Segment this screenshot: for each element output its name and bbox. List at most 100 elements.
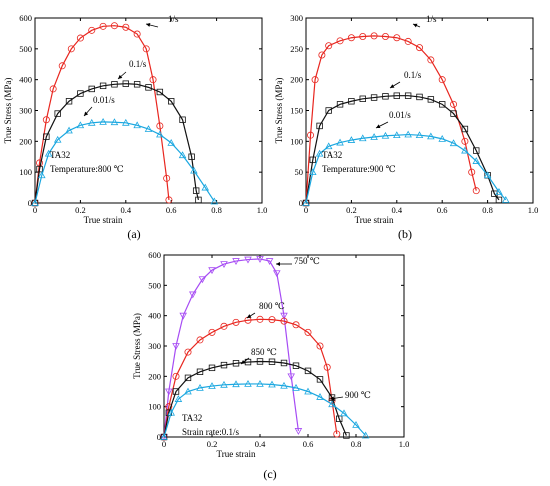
x-tick-label: 0.8 — [482, 205, 493, 215]
data-point — [165, 196, 173, 204]
y-tick-label: 50 — [295, 167, 304, 177]
series-line — [163, 318, 338, 438]
data-point — [256, 358, 264, 365]
data-point — [232, 258, 240, 265]
data-point — [450, 100, 458, 108]
x-tick-label: 0 — [33, 205, 37, 215]
data-point — [393, 131, 401, 139]
panel-label: (a) — [127, 227, 140, 241]
panel-a: 0 0.2 0.4 0.6 0.8 1.0 0 100 200 300 400 500 600 True … — [3, 13, 267, 241]
data-point — [404, 37, 412, 45]
data-point — [156, 88, 164, 96]
series-line — [305, 95, 500, 204]
data-point — [495, 187, 503, 195]
arrow-head — [276, 262, 280, 266]
data-point — [307, 131, 315, 139]
y-tick-label: 150 — [290, 106, 303, 116]
data-point — [449, 139, 458, 147]
y-tick-label: 300 — [19, 106, 32, 116]
y-axis-title: True Stress (MPa) — [274, 78, 284, 144]
arrow-head — [241, 360, 246, 364]
data-point — [53, 135, 62, 143]
series-0 — [31, 22, 173, 207]
data-point — [49, 85, 57, 93]
series-line — [305, 35, 477, 204]
data-point — [184, 387, 192, 395]
data-point — [133, 81, 141, 88]
plot-frame — [34, 17, 263, 204]
series-label: 1/s — [426, 14, 437, 24]
data-point — [179, 116, 186, 123]
data-point — [438, 134, 446, 142]
data-point — [333, 430, 341, 438]
arrow-head — [390, 84, 395, 88]
series-line — [34, 121, 215, 204]
data-point — [167, 408, 175, 416]
series-1 — [31, 80, 202, 207]
data-point — [210, 197, 219, 205]
panel-b: 0 0.2 0.4 0.6 0.8 1.0 0 50 100 150 200 250 300 True s… — [274, 13, 538, 241]
data-point — [142, 45, 150, 53]
y-tick-label: 100 — [290, 136, 303, 146]
data-point — [178, 151, 187, 159]
data-point — [472, 187, 480, 195]
x-tick-label: 0.6 — [166, 205, 177, 215]
data-point — [468, 168, 476, 176]
y-tick-label: 500 — [148, 280, 161, 290]
series-label: 800 ℃ — [259, 301, 285, 311]
x-axis-title: True strain — [84, 215, 123, 225]
series-3 — [160, 379, 370, 440]
y-tick-label: 0 — [28, 198, 32, 208]
data-point — [347, 34, 355, 42]
data-point — [122, 118, 130, 126]
data-point — [404, 130, 412, 138]
data-point — [192, 187, 200, 194]
data-point — [294, 428, 303, 435]
y-tick-label: 400 — [19, 75, 32, 85]
data-point — [88, 85, 95, 93]
data-point — [370, 133, 378, 140]
data-point — [393, 92, 400, 99]
x-tick-label: 0.6 — [303, 439, 314, 449]
data-point — [359, 33, 367, 41]
data-point — [42, 116, 50, 124]
data-point — [145, 84, 152, 91]
data-point — [232, 318, 240, 326]
series-line — [34, 83, 200, 204]
data-point — [65, 126, 73, 134]
data-point — [256, 315, 264, 323]
annotation: TA32 — [182, 413, 202, 423]
data-point — [280, 359, 288, 367]
series-label: 0.01/s — [93, 95, 115, 105]
data-point — [438, 76, 446, 84]
data-point — [188, 153, 195, 160]
data-point — [189, 291, 197, 299]
data-point — [54, 110, 61, 117]
data-point — [280, 317, 288, 325]
data-point — [38, 171, 46, 179]
data-point — [172, 343, 180, 350]
panel-label: (c) — [263, 467, 276, 481]
data-point — [133, 121, 141, 129]
data-point — [99, 117, 107, 125]
data-point — [122, 23, 130, 31]
data-point — [268, 358, 276, 365]
data-point — [244, 256, 252, 264]
data-point — [208, 328, 216, 336]
data-point — [461, 125, 469, 133]
data-point — [287, 373, 295, 381]
x-tick-label: 0.6 — [437, 205, 448, 215]
arrow-head — [376, 124, 381, 128]
arrow-head — [330, 396, 335, 401]
data-point — [244, 379, 252, 387]
data-point — [340, 409, 348, 417]
arrow-head — [84, 111, 89, 116]
data-point — [67, 45, 75, 53]
data-point — [495, 196, 503, 204]
data-point — [44, 149, 53, 157]
series-2 — [302, 130, 510, 206]
series-label: 750 ℃ — [294, 256, 320, 266]
data-point — [160, 433, 168, 440]
data-point — [316, 376, 324, 383]
